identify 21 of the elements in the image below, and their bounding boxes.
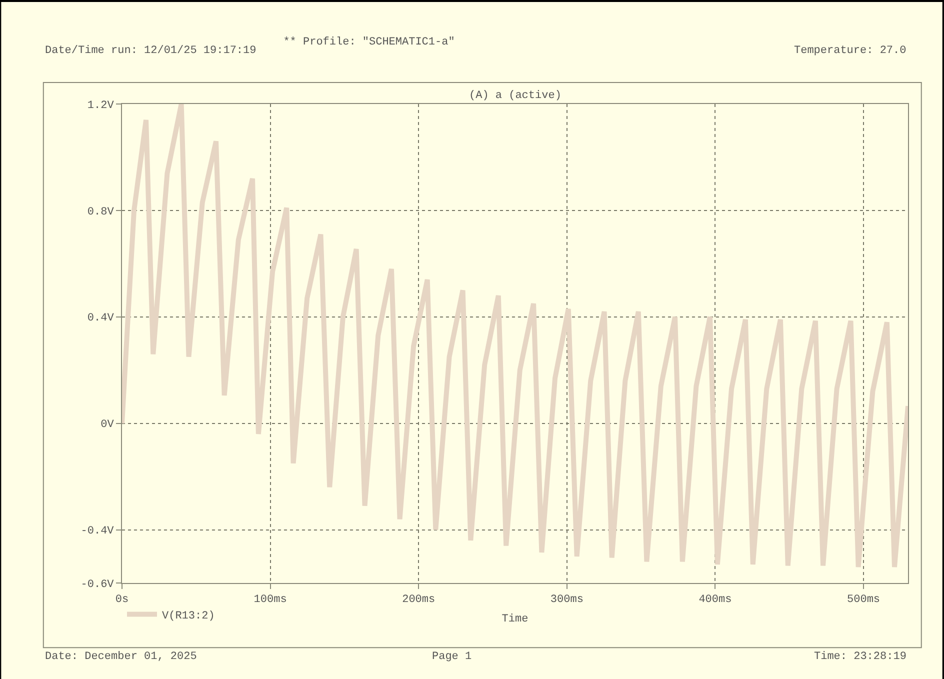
text: Date/Time run: 12/01/25 19:17:19 — [45, 45, 256, 57]
x-tick-label: 500ms — [847, 594, 880, 606]
y-tick-label: 0V — [100, 419, 114, 432]
x-tick-label: 0s — [115, 594, 129, 606]
text: Time: 23:28:19 — [814, 651, 906, 663]
chart-title: ** Profile: "SCHEMATIC1-a" — [283, 36, 455, 49]
x-axis-title: Time — [502, 613, 528, 626]
chart-subtitle: (A) a (active) — [469, 90, 562, 102]
text: Page 1 — [432, 651, 472, 663]
x-tick-label: 400ms — [698, 594, 732, 606]
x-tick-label: 200ms — [402, 594, 436, 606]
y-tick-label: -0.4V — [80, 526, 114, 538]
y-tick-label: -0.6V — [80, 578, 114, 591]
y-tick-label: 0.4V — [87, 312, 114, 325]
text: Temperature: 27.0 — [794, 45, 906, 57]
y-tick-label: 1.2V — [87, 100, 114, 112]
text: Date: December 01, 2025 — [45, 651, 197, 663]
y-tick-label: 0.8V — [87, 206, 114, 218]
x-tick-label: 300ms — [550, 594, 584, 606]
x-tick-label: 100ms — [254, 594, 287, 606]
legend-label: V(R13:2) — [162, 610, 215, 623]
